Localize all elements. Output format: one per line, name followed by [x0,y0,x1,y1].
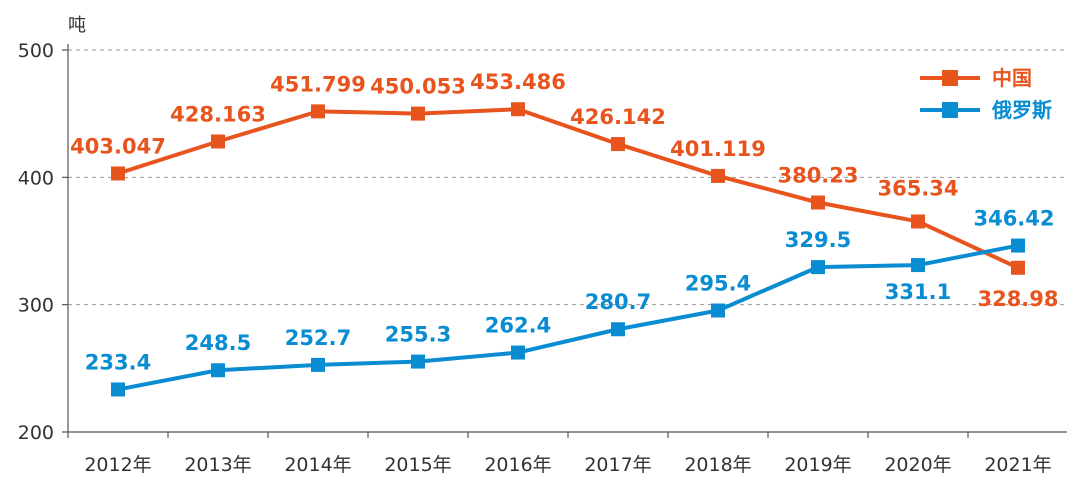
data-point-marker [311,357,325,372]
data-point-marker [211,363,225,378]
data-label: 428.163 [170,102,266,126]
data-label: 328.98 [977,287,1058,311]
y-tick-label: 500 [18,40,54,62]
series-line [116,243,1020,392]
x-tick-label: 2018年 [684,454,751,476]
series-group [111,102,1025,397]
data-point-marker [211,134,225,149]
data-label: 401.119 [670,137,766,161]
y-tick-label: 200 [18,422,54,444]
data-label: 295.4 [685,272,751,296]
data-label: 346.42 [973,207,1054,231]
x-tick-label: 2016年 [484,454,551,476]
data-label: 451.799 [270,72,366,96]
x-tick-label: 2019年 [784,454,851,476]
data-label: 252.7 [285,326,351,350]
series-line [116,107,1020,270]
data-point-marker [1011,238,1025,253]
y-tick-label: 300 [18,295,54,317]
data-label: 365.34 [877,176,958,200]
data-point-marker [111,166,125,181]
x-tick-label: 2014年 [284,454,351,476]
data-label: 255.3 [385,323,451,347]
legend-marker [942,70,958,86]
data-point-marker [411,106,425,121]
data-label: 248.5 [185,331,251,355]
x-tick-label: 2012年 [84,454,151,476]
data-point-marker [711,303,725,318]
data-label: 233.4 [85,350,151,374]
data-point-marker [711,168,725,183]
x-tick-label: 2013年 [184,454,251,476]
x-tick-label: 2021年 [984,454,1051,476]
data-label: 426.142 [570,105,666,129]
data-point-marker [911,258,925,273]
data-label: 403.047 [70,134,166,158]
data-point-marker [811,260,825,275]
data-point-marker [911,214,925,229]
axes: 200 300 400 500 吨 2012年 2013年 2014年 2015年 2016年 20… [18,15,1067,476]
data-label: 280.7 [585,290,651,314]
data-point-marker [611,137,625,152]
data-point-marker [511,345,525,360]
y-unit-label: 吨 [68,15,86,36]
gridlines [68,49,1067,306]
legend-marker [942,102,958,118]
data-label: 262.4 [485,314,551,338]
x-tick-label: 2020年 [884,454,951,476]
data-point-marker [411,354,425,369]
data-point-marker [311,104,325,119]
data-label: 331.1 [885,280,951,304]
data-label: 453.486 [470,70,566,94]
data-point-marker [611,322,625,337]
data-label: 329.5 [785,228,851,252]
x-tick-label: 2017年 [584,454,651,476]
data-label: 380.23 [777,164,858,188]
legend-label: 中国 [992,66,1032,90]
data-point-marker [111,382,125,397]
legend-label: 俄罗斯 [991,98,1052,122]
x-tick-label: 2015年 [384,454,451,476]
data-point-marker [811,195,825,210]
data-point-marker [511,102,525,117]
y-tick-label: 400 [18,167,54,189]
data-point-marker [1011,260,1025,275]
data-label: 450.053 [370,75,466,99]
